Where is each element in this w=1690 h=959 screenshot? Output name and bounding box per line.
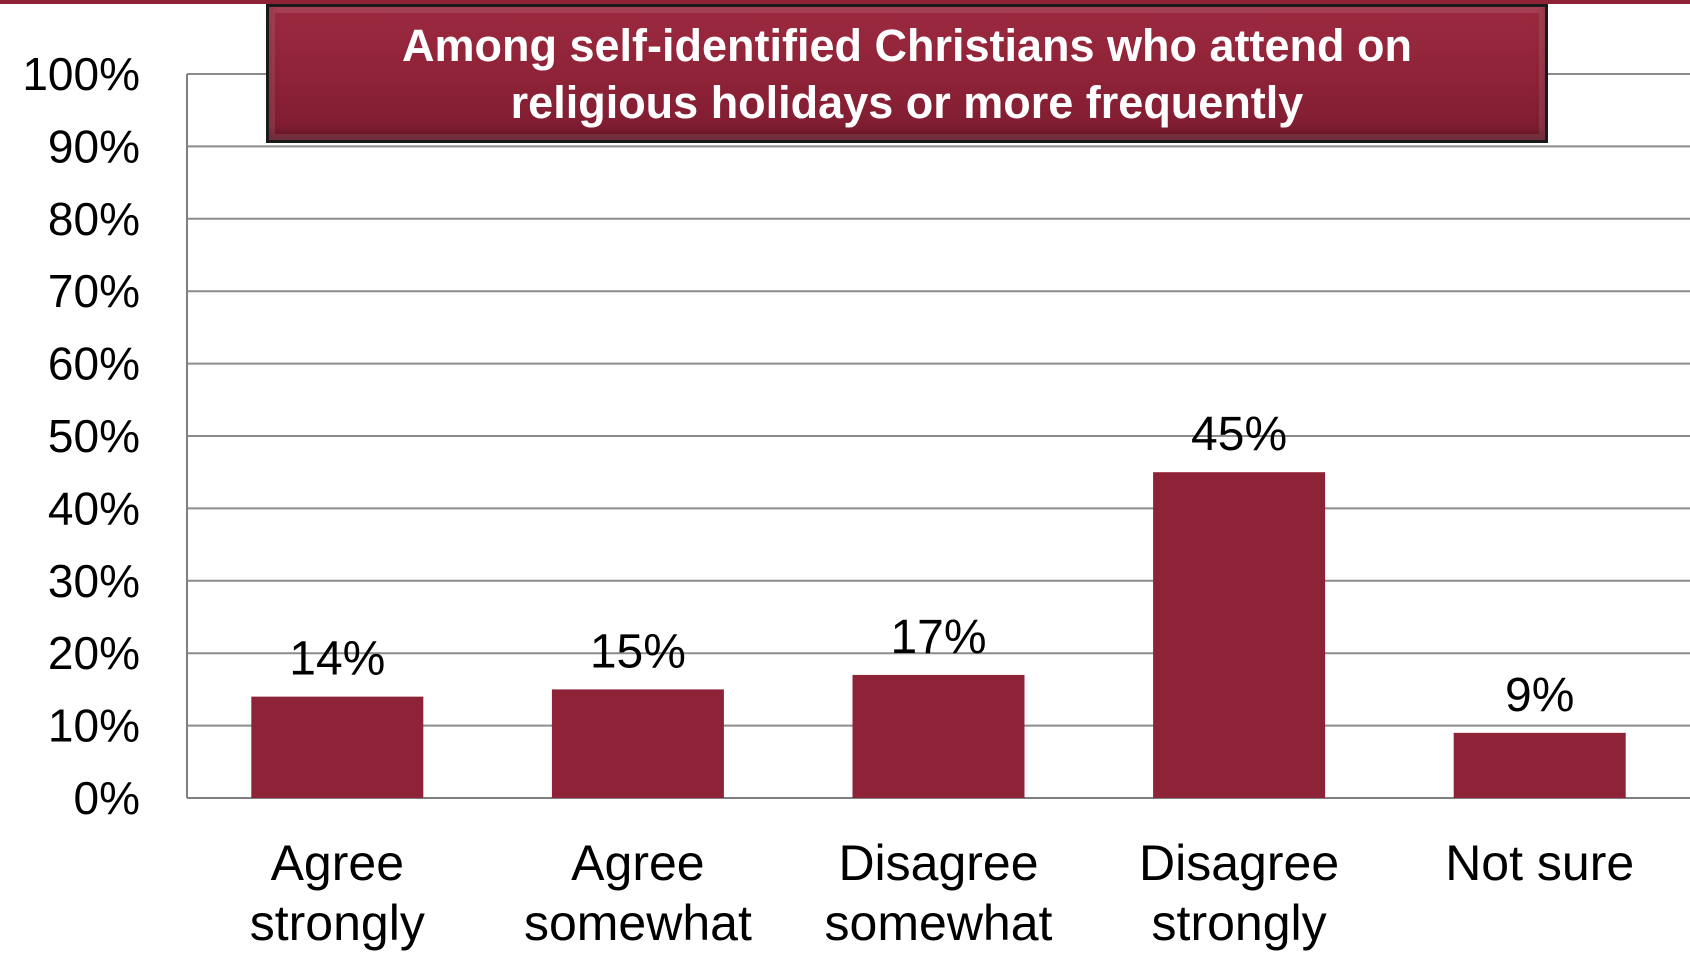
bar: [852, 674, 1025, 798]
bar: [551, 689, 724, 798]
category-label-line: somewhat: [825, 895, 1053, 951]
top-rule: [0, 0, 1690, 4]
category-label: Agree somewhat: [524, 835, 752, 951]
y-tick-label: 0%: [74, 772, 140, 824]
data-label: 15%: [590, 625, 686, 678]
category-label: Agree strongly: [250, 835, 425, 951]
y-tick-label: 40%: [48, 482, 140, 534]
y-tick-label: 30%: [48, 555, 140, 607]
category-label-line: Disagree: [838, 835, 1038, 891]
y-tick-label: 80%: [48, 193, 140, 245]
category-label-line: Agree: [571, 835, 704, 891]
bar: [1153, 472, 1326, 798]
y-tick-label: 50%: [48, 410, 140, 462]
y-axis-tick-labels: 0% 10% 20% 30% 40% 50% 60% 70% 80% 90% 100%: [22, 48, 140, 824]
category-label-line: Agree: [271, 835, 404, 891]
category-label: Disagree somewhat: [825, 835, 1053, 951]
y-tick-label: 20%: [48, 627, 140, 679]
category-label: Disagree strongly: [1139, 835, 1339, 951]
category-label: Not sure: [1445, 835, 1634, 891]
bar: [1453, 732, 1626, 798]
data-labels: 14% 15% 17% 45% 9%: [289, 408, 1574, 722]
y-tick-label: 100%: [22, 48, 140, 100]
category-label-line: strongly: [1152, 895, 1327, 951]
y-tick-label: 10%: [48, 700, 140, 752]
data-label: 45%: [1191, 408, 1287, 461]
category-label-line: somewhat: [524, 895, 752, 951]
y-tick-label: 70%: [48, 265, 140, 317]
data-label: 17%: [890, 611, 986, 664]
y-tick-label: 90%: [48, 120, 140, 172]
bar: [251, 696, 424, 798]
bars: [251, 472, 1626, 798]
chart-title-box: Among self-identified Christians who att…: [266, 4, 1548, 143]
data-label: 9%: [1505, 669, 1574, 722]
data-label: 14%: [289, 633, 385, 686]
category-label-line: strongly: [250, 895, 425, 951]
category-label-line: Disagree: [1139, 835, 1339, 891]
y-tick-label: 60%: [48, 338, 140, 390]
chart-title: Among self-identified Christians who att…: [401, 19, 1413, 128]
category-label-line: Not sure: [1445, 835, 1634, 891]
